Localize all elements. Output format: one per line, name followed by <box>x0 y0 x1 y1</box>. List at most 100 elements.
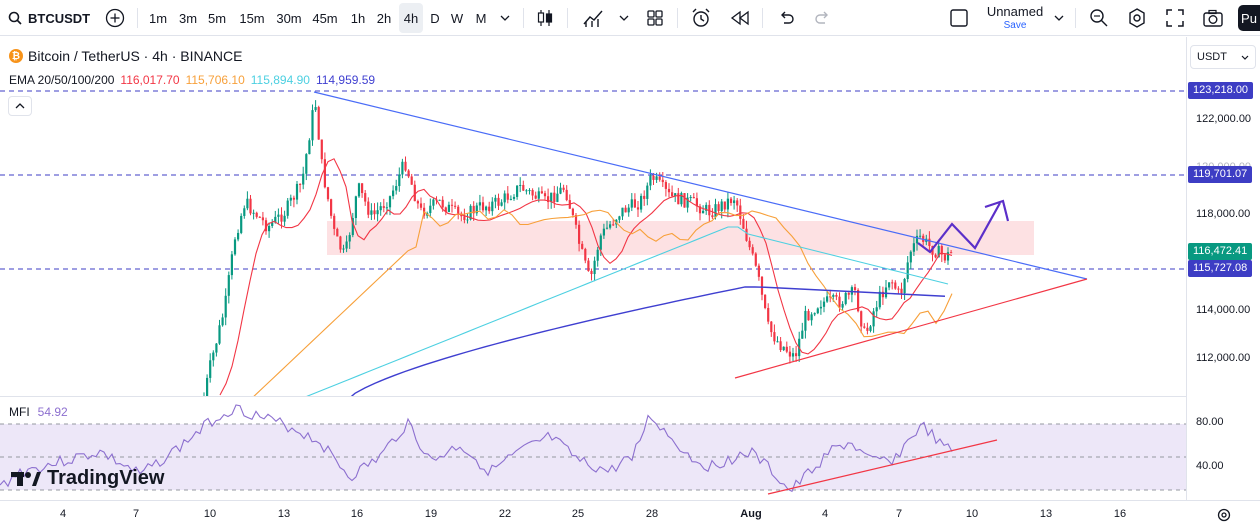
alert-button[interactable] <box>688 0 714 36</box>
candle-body <box>357 183 361 197</box>
candle-body <box>866 327 869 331</box>
gear-icon <box>1129 8 1145 28</box>
time-axis-label: Aug <box>740 508 762 520</box>
timeframe-30m[interactable]: 30m <box>276 10 302 26</box>
mfi-tick: 40.00 <box>1196 460 1224 472</box>
timeframe-2h[interactable]: 2h <box>376 10 392 26</box>
candle-body <box>454 205 457 207</box>
candle-body <box>419 203 423 208</box>
candle-body <box>835 295 838 297</box>
timeframe-1m[interactable]: 1m <box>148 10 168 26</box>
timeframe-45m[interactable]: 45m <box>312 10 338 26</box>
chart-legend-title[interactable]: ₿ Bitcoin / TetherUS · 4h · BINANCE <box>9 48 242 64</box>
candle-body <box>729 198 733 204</box>
quick-search-button[interactable] <box>1086 0 1112 36</box>
price-pane[interactable] <box>0 37 1186 396</box>
candle-body <box>283 215 286 222</box>
candle-body <box>633 199 636 208</box>
timeframe-d[interactable]: D <box>430 10 440 26</box>
candle-body <box>764 294 767 308</box>
candle-body <box>714 204 717 218</box>
time-axis-label: 4 <box>821 508 829 520</box>
timeframe-w[interactable]: W <box>450 10 464 26</box>
compare-symbol-button[interactable] <box>102 0 128 36</box>
redo-button[interactable] <box>810 0 836 36</box>
horizontal-line-price-label[interactable]: 123,218.00 <box>1188 82 1254 99</box>
mfi-pane[interactable] <box>0 397 1186 500</box>
snapshot-button[interactable] <box>1200 0 1226 36</box>
timeframe-5m[interactable]: 5m <box>207 10 227 26</box>
candle-body <box>348 235 351 242</box>
timeframe-4h[interactable]: 4h <box>399 3 423 33</box>
settings-button[interactable] <box>1124 0 1150 36</box>
ema-legend[interactable]: EMA 20/50/100/200 116,017.70 115,706.10 … <box>9 73 375 87</box>
candle-body <box>612 224 615 226</box>
timeframe-m[interactable]: M <box>475 10 487 26</box>
horizontal-line-price-label[interactable]: 119,701.07 <box>1188 166 1253 183</box>
candle-body <box>506 193 509 200</box>
time-axis-label: 16 <box>350 508 364 520</box>
indicators-dropdown-button[interactable] <box>616 0 632 36</box>
publish-button[interactable]: Pu <box>1238 5 1260 31</box>
candle-body <box>444 207 447 212</box>
candle-body <box>773 332 776 342</box>
candle-body <box>311 110 314 141</box>
chevron-down-icon <box>500 15 510 21</box>
fullscreen-button[interactable] <box>1162 0 1188 36</box>
candle-body <box>872 311 875 327</box>
time-axis-label: 10 <box>965 508 979 520</box>
price-tick: 122,000.00 <box>1196 113 1252 125</box>
candle-body <box>903 278 906 294</box>
chevron-down-icon <box>619 15 629 21</box>
timeframe-3m[interactable]: 3m <box>178 10 198 26</box>
chart-type-button[interactable] <box>532 0 558 36</box>
candle-body <box>723 201 726 210</box>
layout-dropdown-button[interactable] <box>1052 0 1066 36</box>
candle-body <box>739 205 742 219</box>
time-axis-label: 13 <box>1039 508 1053 520</box>
candle-body <box>370 210 373 215</box>
mfi-legend[interactable]: MFI 54.92 <box>9 405 68 419</box>
undo-button[interactable] <box>773 0 799 36</box>
time-axis-label: 4 <box>59 508 67 520</box>
save-label: Save <box>1003 20 1027 31</box>
horizontal-line-price-label[interactable]: 115,727.08 <box>1188 260 1253 277</box>
candle-body <box>227 275 230 296</box>
candle-body <box>516 185 519 197</box>
timeframe-15m[interactable]: 15m <box>239 10 265 26</box>
candle-body <box>438 199 441 201</box>
candle-body <box>528 190 531 192</box>
chart-settings-button[interactable] <box>1214 505 1234 525</box>
indicators-button[interactable] <box>580 0 606 36</box>
candle-body <box>215 343 218 353</box>
search-zoom-icon <box>1090 9 1108 27</box>
replay-button[interactable] <box>727 0 753 36</box>
mfi-label: MFI <box>9 405 30 419</box>
tradingview-logo[interactable]: TradingView <box>11 467 164 490</box>
layout-select-checkbox[interactable] <box>946 0 972 36</box>
ema-200-value: 114,959.59 <box>315 73 376 87</box>
timeframe-1h[interactable]: 1h <box>350 10 366 26</box>
mfi-trendline <box>767 439 998 495</box>
timeframe-dropdown-button[interactable] <box>496 0 514 36</box>
candle-body <box>212 352 215 361</box>
symbol-search-button[interactable]: BTCUSDT <box>4 0 94 36</box>
time-axis[interactable] <box>0 500 1260 531</box>
candle-body <box>429 205 432 214</box>
templates-button[interactable] <box>642 0 668 36</box>
candle-body <box>392 190 395 197</box>
chevron-up-icon <box>15 103 25 109</box>
currency-select[interactable]: USDT <box>1190 45 1256 69</box>
layout-name-button[interactable]: Unnamed Save <box>976 4 1054 31</box>
candle-body <box>733 200 736 204</box>
candle-body <box>919 235 922 237</box>
collapse-legend-button[interactable] <box>8 96 32 116</box>
candle-body <box>897 288 900 290</box>
pane-separator[interactable] <box>0 396 1260 397</box>
candle-body <box>788 351 791 357</box>
candle-body <box>841 303 844 308</box>
candle-body <box>838 296 841 308</box>
candle-body <box>748 240 751 248</box>
candle-body <box>537 191 540 199</box>
last-price-label[interactable]: 116,472.41 <box>1188 243 1253 260</box>
